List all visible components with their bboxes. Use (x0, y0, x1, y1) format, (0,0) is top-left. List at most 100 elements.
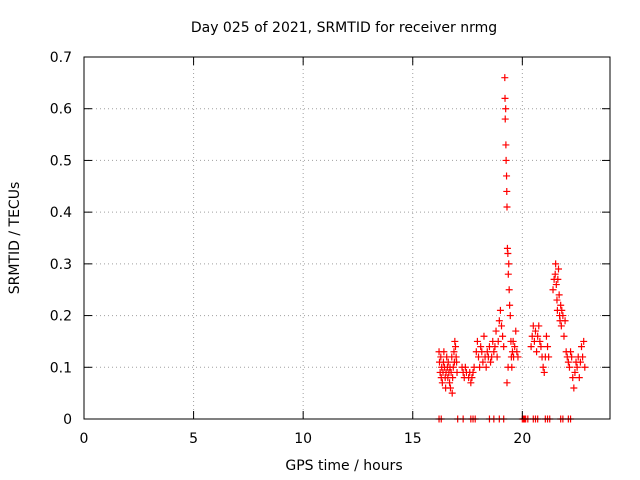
data-point (542, 332, 550, 340)
data-point (569, 374, 577, 382)
axis-ticks: 0 0.1 0.2 0.3 0.4 0.5 0.6 0.7 0 5 10 15 20 (50, 50, 610, 447)
grid (84, 57, 610, 419)
x-tick-label: 10 (294, 431, 312, 447)
data-point (534, 332, 542, 340)
data-point (502, 156, 510, 164)
data-point (491, 343, 499, 351)
data-point (473, 337, 481, 345)
data-point (494, 337, 502, 345)
x-axis-label: GPS time / hours (285, 458, 402, 474)
data-point (490, 348, 498, 356)
data-point (533, 348, 541, 356)
data-point (493, 353, 501, 361)
data-point (552, 281, 560, 289)
data-point (561, 317, 569, 325)
y-tick-label: 0.1 (50, 360, 72, 376)
data-point (555, 291, 563, 299)
data-point (559, 312, 567, 320)
data-point (536, 337, 544, 345)
data-point (501, 74, 509, 82)
data-point (509, 337, 517, 345)
data-point (475, 353, 482, 361)
data-point (505, 260, 513, 268)
data-point (560, 332, 568, 340)
data-point (501, 94, 509, 102)
data-point (482, 363, 490, 371)
data-point (552, 260, 560, 268)
data-point (492, 327, 500, 335)
data-point (506, 301, 514, 309)
data-point (568, 353, 576, 361)
data-point (479, 358, 487, 366)
data-point (571, 368, 579, 376)
data-point (437, 353, 445, 361)
data-point (506, 312, 514, 320)
data-point (551, 270, 559, 278)
data-point (446, 379, 454, 387)
data-point (469, 368, 477, 376)
y-tick-label: 0.2 (50, 309, 72, 325)
data-point (503, 203, 511, 211)
x-tick-label: 5 (189, 431, 198, 447)
data-point (573, 363, 581, 371)
data-point (450, 348, 458, 356)
data-point (549, 286, 557, 294)
data-point (503, 172, 511, 180)
y-tick-label: 0.5 (50, 153, 72, 169)
data-point (554, 275, 562, 283)
data-point (499, 332, 507, 340)
data-point (504, 270, 512, 278)
data-point (453, 368, 461, 376)
data-point (487, 358, 495, 366)
data-point (540, 368, 548, 376)
data-point (545, 353, 553, 361)
data-point (480, 332, 488, 340)
data-point (564, 358, 572, 366)
data-point (579, 353, 587, 361)
y-axis-label: SRMTID / TECUs (7, 182, 23, 295)
data-point (449, 374, 457, 382)
data-point (451, 343, 459, 351)
data-point (544, 343, 552, 351)
data-point (565, 363, 573, 371)
data-point (527, 343, 535, 351)
data-point (449, 363, 457, 371)
data-point (483, 348, 491, 356)
data-point (504, 363, 512, 371)
data-point (453, 358, 461, 366)
data-point (467, 379, 475, 387)
data-point (438, 379, 446, 387)
data-point (537, 343, 545, 351)
data-point (567, 348, 575, 356)
data-point (578, 343, 586, 351)
y-tick-label: 0.6 (50, 102, 72, 118)
data-point (503, 379, 511, 387)
data-point (501, 115, 509, 123)
data-point (495, 317, 503, 325)
data-point (575, 374, 583, 382)
plot-border (83, 56, 611, 420)
data-point (503, 187, 511, 195)
data-point (505, 286, 513, 294)
data-point (446, 384, 454, 392)
data-point (440, 348, 448, 356)
data-point (477, 343, 485, 351)
data-point (512, 327, 520, 335)
y-tick-label: 0.7 (50, 50, 72, 66)
x-tick-label: 15 (404, 431, 422, 447)
data-point (553, 296, 561, 304)
data-point (514, 353, 522, 361)
y-tick-label: 0.4 (50, 205, 72, 221)
x-tick-label: 20 (513, 431, 531, 447)
data-point (539, 363, 547, 371)
data-point (557, 322, 565, 330)
data-point (580, 337, 588, 345)
data-point (447, 368, 455, 376)
data-point (448, 389, 456, 397)
data-point (498, 322, 506, 330)
y-tick-label: 0.3 (50, 257, 72, 273)
data-point (576, 358, 584, 366)
x-tick-label: 0 (80, 431, 89, 447)
data-point (476, 363, 484, 371)
